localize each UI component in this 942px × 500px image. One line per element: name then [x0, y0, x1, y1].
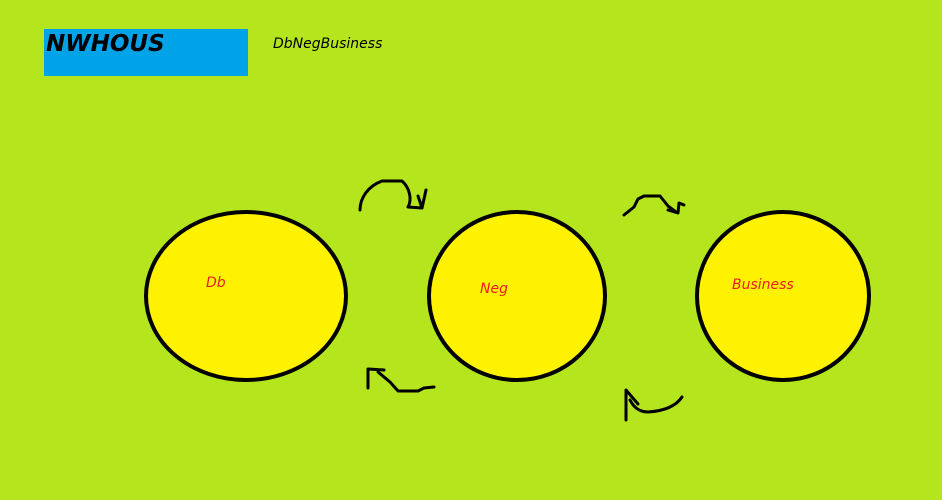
- logo-banner: NWHOUS: [44, 29, 248, 76]
- arrow-neg-to-business-curve: [622, 194, 678, 217]
- logo-text: NWHOUS: [46, 31, 165, 57]
- arrow-business-to-neg-head: [624, 388, 640, 422]
- node-db-circle: [144, 210, 348, 382]
- arrow-neg-to-db: [366, 367, 436, 393]
- node-db-label: Db: [206, 275, 226, 291]
- arrow-business-to-neg: [624, 388, 684, 422]
- arrow-neg-to-db-curve: [376, 370, 436, 393]
- node-business: Business: [695, 210, 871, 382]
- node-neg: Neg: [427, 210, 607, 382]
- arrow-db-to-neg: [358, 179, 428, 212]
- arrow-neg-to-db-head: [366, 367, 386, 390]
- arrow-db-to-neg-curve: [358, 179, 424, 212]
- node-business-label: Business: [732, 277, 794, 293]
- arrow-db-to-neg-head: [416, 188, 428, 210]
- arrow-business-to-neg-curve: [628, 395, 684, 414]
- node-business-circle: [695, 210, 871, 382]
- node-db: Db: [144, 210, 348, 382]
- arrow-neg-to-business-head: [666, 201, 686, 215]
- arrow-neg-to-business: [622, 194, 686, 217]
- node-neg-label: Neg: [480, 281, 508, 297]
- node-neg-circle: [427, 210, 607, 382]
- page-subtitle: DbNegBusiness: [273, 36, 383, 52]
